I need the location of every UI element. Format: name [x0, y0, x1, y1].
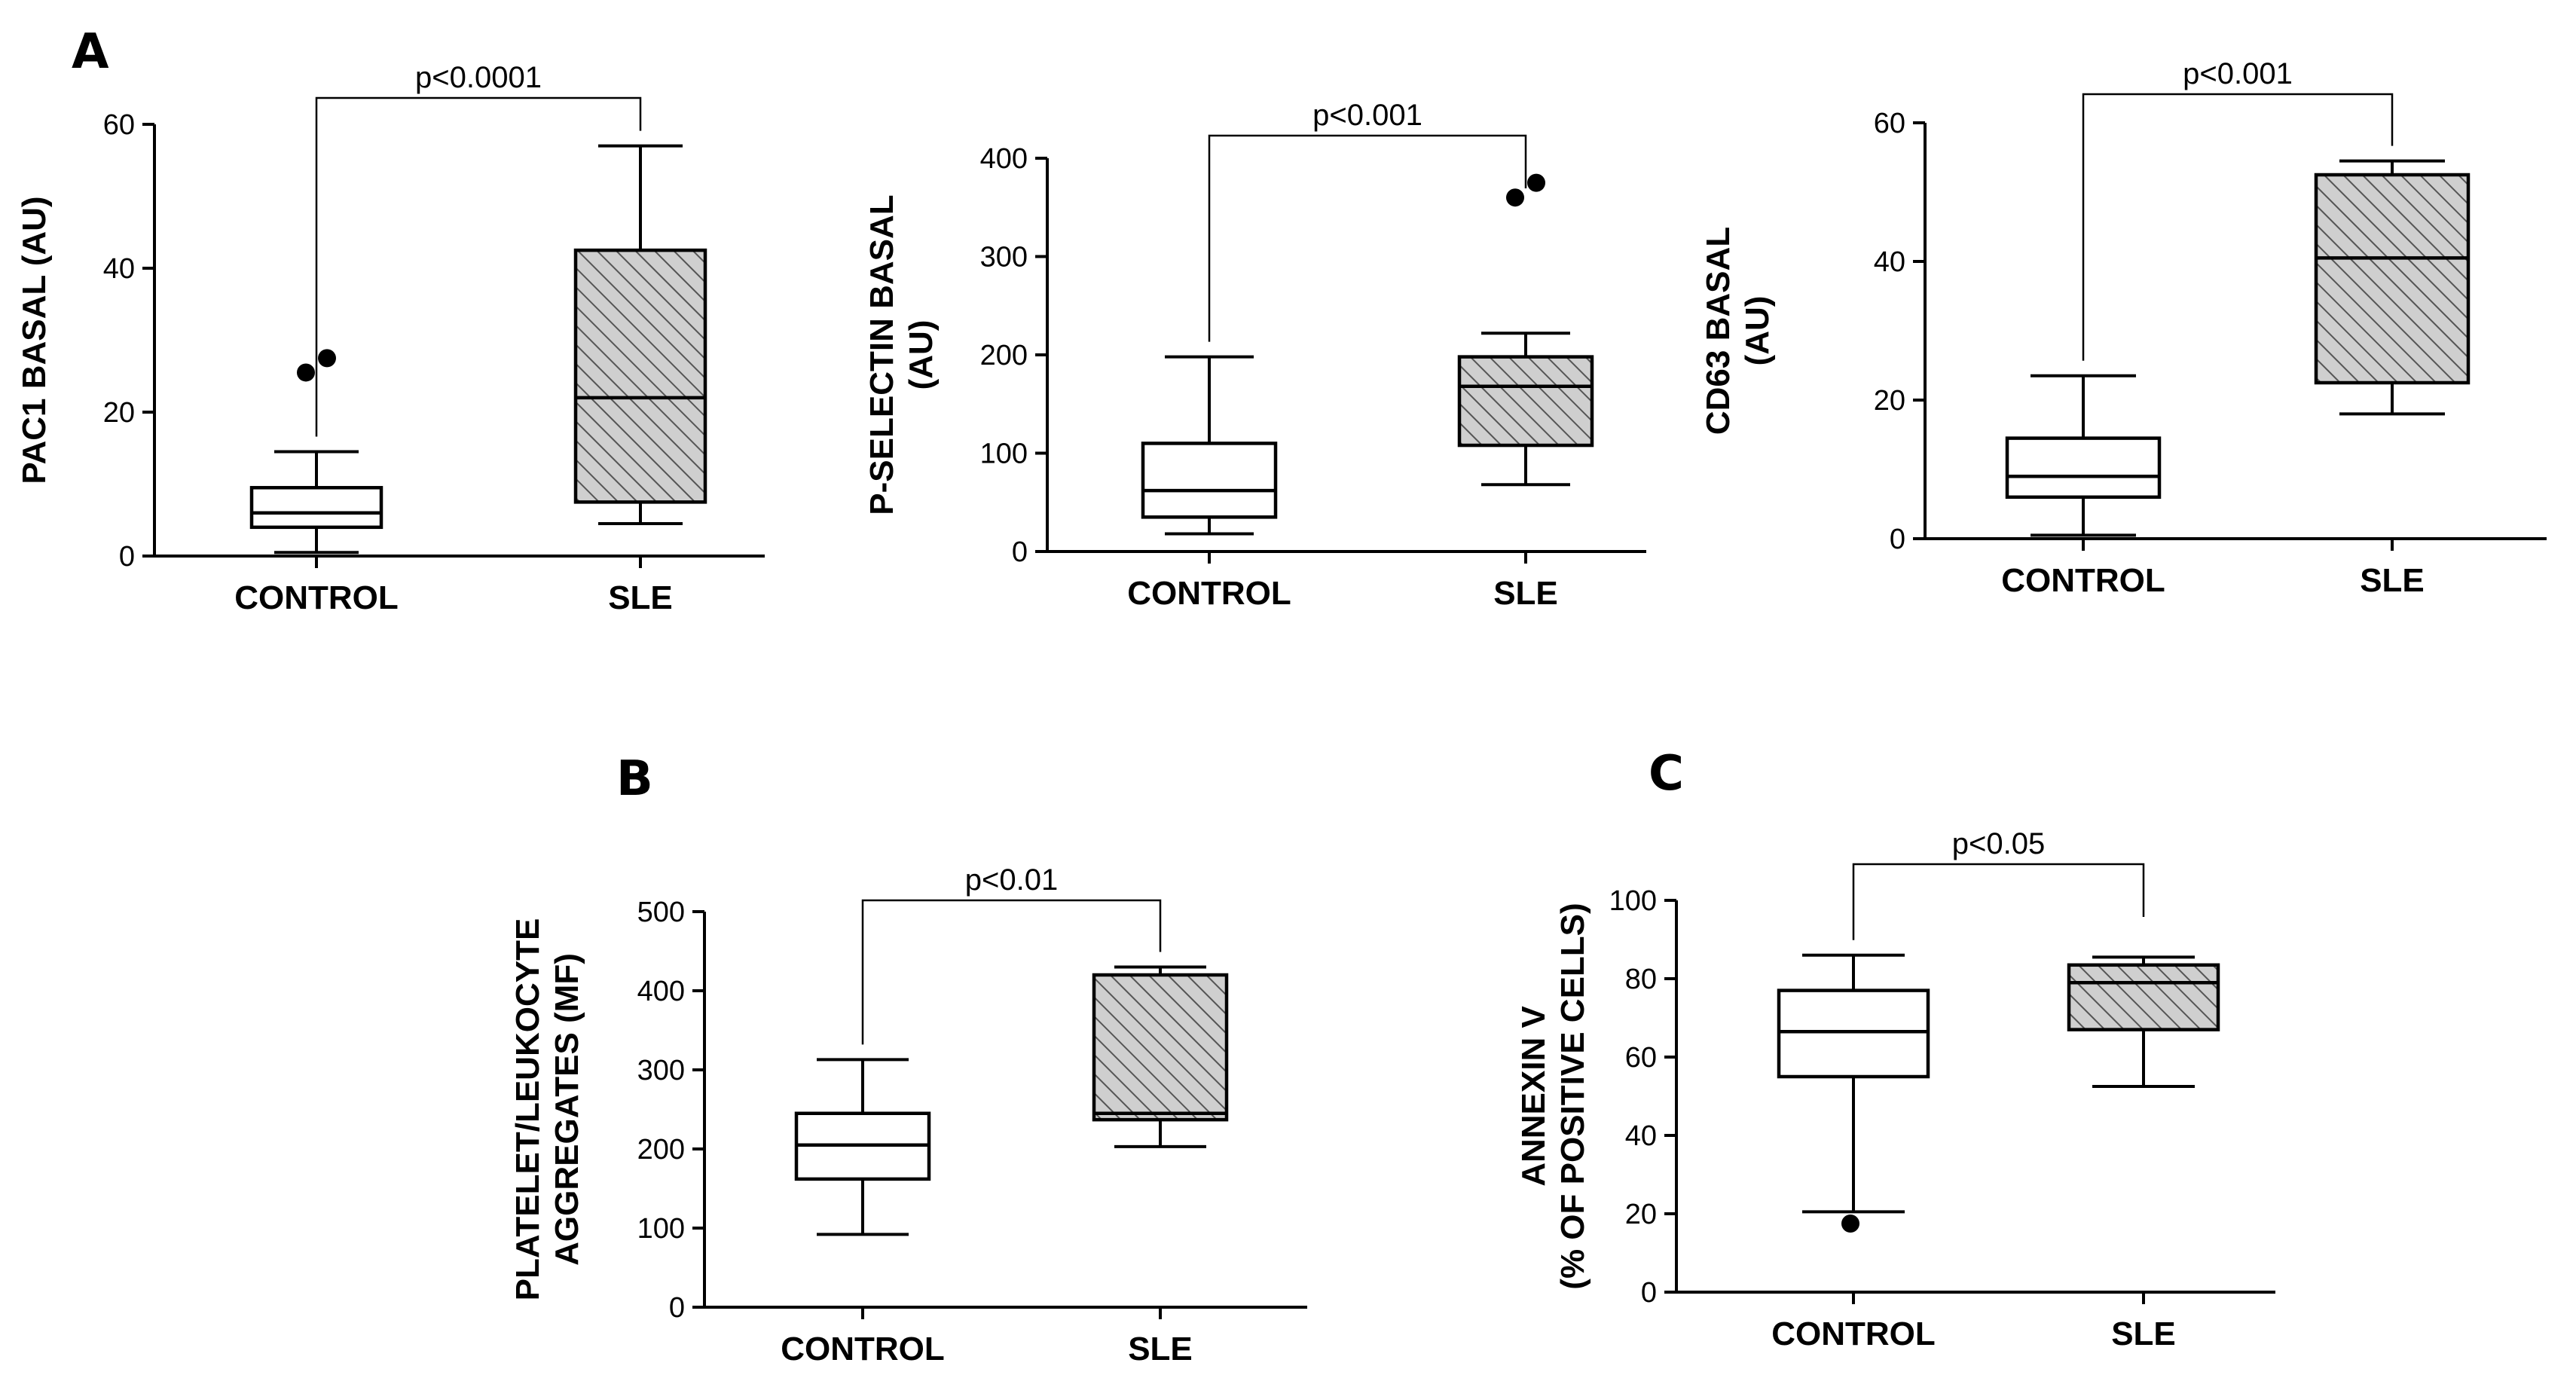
- y-tick-label: 300: [980, 242, 1028, 273]
- y-axis-label: (AU): [903, 320, 940, 390]
- outlier-point: [318, 349, 336, 368]
- y-tick-label: 100: [980, 438, 1028, 470]
- y-tick-label: 0: [1012, 536, 1028, 568]
- box-control: [794, 1058, 931, 1236]
- category-label: SLE: [2360, 562, 2425, 599]
- box-sle: [2067, 955, 2220, 1088]
- iqr-box: [1457, 355, 1594, 448]
- y-axis-label: PLATELET/LEUKOCYTE: [509, 918, 546, 1301]
- y-tick-label: 200: [637, 1134, 685, 1166]
- outlier-point: [297, 363, 315, 382]
- y-axis-label: (% OF POSITIVE CELLS): [1554, 903, 1591, 1289]
- y-tick-label: 60: [1874, 108, 1905, 139]
- significance-bracket: [315, 96, 642, 437]
- chart-annexin: C ANNEXIN V (% OF POSITIVE CELLS) 0 20 40 60 80…: [1515, 746, 2275, 1352]
- box-control: [1141, 355, 1278, 536]
- y-tick-label: 40: [1874, 246, 1905, 278]
- box-sle: [1092, 965, 1229, 1148]
- significance-bracket: [2082, 93, 2394, 361]
- y-tick-label: 100: [637, 1213, 685, 1245]
- category-label: SLE: [608, 579, 673, 616]
- iqr-box: [249, 486, 383, 530]
- box-control: [249, 349, 383, 555]
- box-control: [1777, 953, 1930, 1233]
- y-axis-label: PAC1 BASAL (AU): [16, 196, 53, 484]
- panel-letter: A: [72, 24, 109, 80]
- significance-bracket: [1852, 863, 2145, 940]
- iqr-box: [1092, 973, 1229, 1122]
- iqr-box: [1777, 988, 1930, 1079]
- iqr-box: [2314, 173, 2471, 385]
- significance-bracket: [861, 899, 1162, 1045]
- y-tick-label: 0: [1890, 524, 1905, 555]
- p-value-label: p<0.001: [1312, 99, 1422, 132]
- y-axis-label: (AU): [1739, 296, 1776, 366]
- category-label: SLE: [2111, 1315, 2176, 1352]
- y-tick-label: 60: [1625, 1042, 1657, 1074]
- p-value-label: p<0.01: [965, 863, 1058, 897]
- y-tick-label: 200: [980, 340, 1028, 371]
- category-label: SLE: [1493, 575, 1558, 612]
- iqr-box: [2005, 436, 2162, 500]
- box-control: [2005, 374, 2162, 537]
- y-axis-label: AGGREGATES (MF): [549, 953, 585, 1266]
- y-tick-label: 40: [1625, 1120, 1657, 1152]
- y-tick-label: 100: [1609, 885, 1657, 917]
- y-tick-label: 20: [1625, 1199, 1657, 1230]
- chart-p-selectin: P-SELECTIN BASAL (AU) 0 100 200 300 400 CONTROL…: [863, 99, 1646, 612]
- box-sle: [573, 144, 707, 526]
- significance-bracket: [1208, 134, 1527, 342]
- p-value-label: p<0.001: [2183, 57, 2293, 90]
- y-tick-label: 400: [637, 976, 685, 1007]
- iqr-box: [2067, 963, 2220, 1031]
- y-tick-label: 300: [637, 1055, 685, 1086]
- chart-cd63: CD63 BASAL (AU) 0 20 40 60 CONTROL SLE p<0.001: [1700, 57, 2547, 599]
- category-label: CONTROL: [1127, 575, 1291, 612]
- chart-platelet-leukocyte: B PLATELET/LEUKOCYTE AGGREGATES (MF) 0 100 20…: [509, 751, 1307, 1367]
- iqr-box: [1141, 442, 1278, 519]
- box-sle: [2314, 159, 2471, 416]
- y-tick-label: 0: [669, 1292, 685, 1324]
- panel-letter: C: [1649, 746, 1684, 802]
- y-tick-label: 60: [103, 109, 135, 141]
- chart-pac1: A PAC1 BASAL (AU) 0 20 40 60 CONTROL SLE p<0.000…: [16, 24, 765, 616]
- y-tick-label: 0: [119, 541, 135, 573]
- y-tick-label: 20: [1874, 385, 1905, 417]
- y-tick-label: 500: [637, 897, 685, 928]
- y-tick-label: 80: [1625, 964, 1657, 995]
- p-value-label: p<0.0001: [415, 61, 542, 94]
- y-axis-label: ANNEXIN V: [1515, 1006, 1552, 1187]
- y-axis-label: CD63 BASAL: [1700, 227, 1737, 435]
- category-label: SLE: [1128, 1331, 1193, 1367]
- category-label: CONTROL: [781, 1331, 945, 1367]
- box-sle: [1457, 173, 1594, 487]
- iqr-box: [573, 248, 707, 504]
- outlier-point: [1841, 1215, 1859, 1233]
- category-label: CONTROL: [234, 579, 399, 616]
- category-label: CONTROL: [1771, 1315, 1936, 1352]
- y-tick-label: 40: [103, 253, 135, 285]
- p-value-label: p<0.05: [1952, 827, 2045, 860]
- outlier-point: [1506, 188, 1524, 207]
- y-tick-label: 0: [1641, 1277, 1657, 1309]
- panel-letter: B: [616, 751, 653, 807]
- y-tick-label: 20: [103, 397, 135, 429]
- y-axis-label: P-SELECTIN BASAL: [863, 194, 900, 515]
- y-tick-label: 400: [980, 143, 1028, 175]
- category-label: CONTROL: [2001, 562, 2165, 599]
- outlier-point: [1527, 173, 1545, 192]
